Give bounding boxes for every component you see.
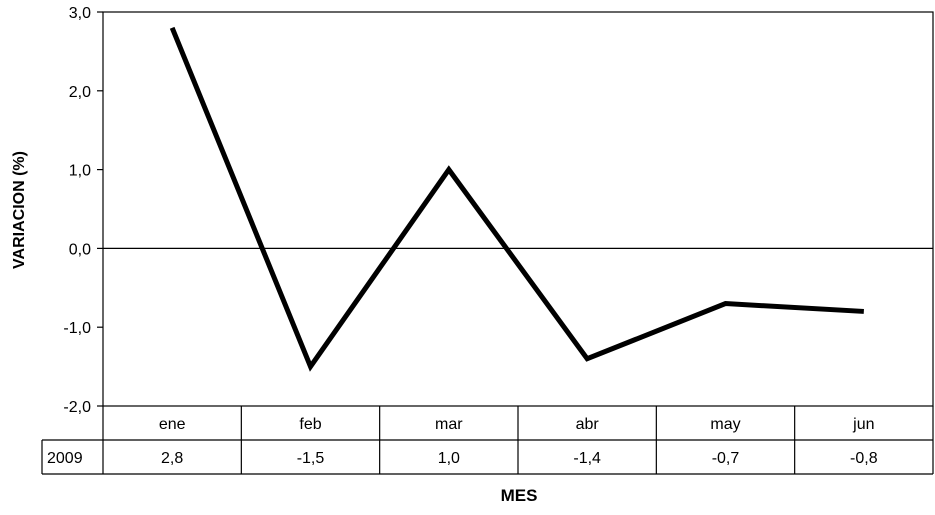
series-layer bbox=[172, 28, 864, 367]
x-tick-label: feb bbox=[299, 416, 321, 433]
y-tick-label: 0,0 bbox=[69, 241, 91, 258]
data-value-label: -1,5 bbox=[297, 450, 325, 467]
y-axis-title: VARIACION (%) bbox=[11, 151, 28, 269]
x-tick-label: mar bbox=[435, 416, 463, 433]
y-tick-label: -1,0 bbox=[63, 320, 91, 337]
data-value-label: 1,0 bbox=[438, 450, 460, 467]
y-tick-label: -2,0 bbox=[63, 399, 91, 416]
y-tick-label: 2,0 bbox=[69, 84, 91, 101]
series-legend-label: 2009 bbox=[47, 450, 83, 467]
axes-layer: -2,0 -1,0 0,0 1,0 2,0 3,0 bbox=[63, 5, 933, 416]
x-tick-label: may bbox=[710, 416, 740, 433]
data-value-label: -0,7 bbox=[712, 450, 740, 467]
plot-frame bbox=[103, 12, 933, 406]
data-value-label: -0,8 bbox=[850, 450, 878, 467]
data-table: ene feb mar abr may jun 2009 2,8 -1,5 1,0 -1,4 -0,7… bbox=[42, 406, 933, 474]
y-tick-label: 3,0 bbox=[69, 5, 91, 22]
x-tick-label: abr bbox=[576, 416, 600, 433]
x-axis-title: MES bbox=[501, 486, 538, 505]
data-value-label: 2,8 bbox=[161, 450, 183, 467]
data-value-label: -1,4 bbox=[573, 450, 601, 467]
x-tick-label: ene bbox=[159, 416, 186, 433]
y-tick-label: 1,0 bbox=[69, 163, 91, 180]
series-line bbox=[172, 28, 864, 367]
x-tick-label: jun bbox=[852, 416, 874, 433]
